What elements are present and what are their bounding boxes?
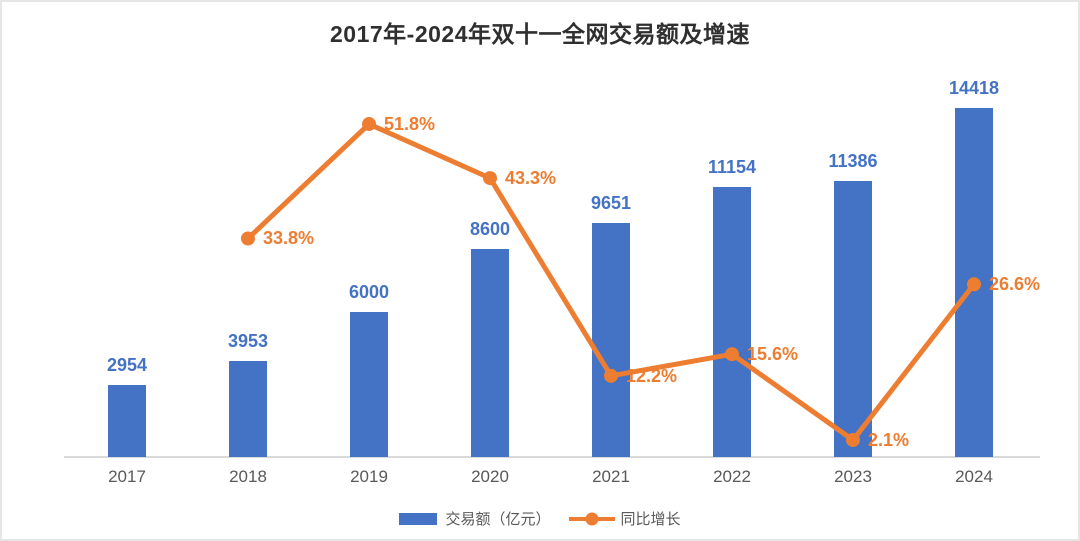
bar-2023 bbox=[834, 181, 872, 457]
x-axis-label-2023: 2023 bbox=[834, 467, 872, 486]
growth-value-label-2021: 12.2% bbox=[626, 365, 678, 386]
x-axis-label-2020: 2020 bbox=[471, 467, 509, 486]
bar-value-label-2022: 11154 bbox=[707, 157, 757, 177]
chart-title: 2017年-2024年双十一全网交易额及增速 bbox=[330, 21, 750, 47]
growth-marker-2020 bbox=[483, 171, 497, 186]
bar-value-label-2017: 2954 bbox=[106, 355, 148, 376]
bar-2024 bbox=[955, 108, 993, 457]
bar-value-label-2024: 14418 bbox=[948, 78, 1000, 98]
bar-2019 bbox=[350, 311, 388, 457]
growth-value-label-2020: 43.3% bbox=[505, 168, 557, 189]
line-series-marker-icon bbox=[568, 512, 615, 525]
x-axis-label-2019: 2019 bbox=[350, 467, 388, 486]
bar-value-label-2023: 11386 bbox=[828, 151, 878, 172]
growth-marker-2019 bbox=[362, 117, 376, 132]
bar-2021 bbox=[592, 223, 630, 457]
x-axis-line bbox=[64, 456, 1040, 458]
legend-volume-label: 交易额（亿元） bbox=[445, 511, 551, 528]
growth-value-label-2022: 15.6% bbox=[747, 344, 799, 365]
bar-value-label-2019: 6000 bbox=[348, 281, 390, 302]
growth-value-label-2023: 2.1% bbox=[868, 430, 910, 451]
legend-growth-label: 同比增长 bbox=[620, 511, 681, 528]
x-axis-label-2021: 2021 bbox=[592, 467, 630, 486]
x-axis-label-2024: 2024 bbox=[955, 467, 993, 486]
x-axis-label-2018: 2018 bbox=[229, 467, 267, 486]
growth-value-label-2019: 51.8% bbox=[384, 114, 436, 135]
growth-value-label-2018: 33.8% bbox=[263, 228, 315, 249]
bar-value-label-2020: 8600 bbox=[469, 218, 511, 239]
bar-2020 bbox=[471, 248, 509, 457]
growth-marker-2018 bbox=[241, 231, 255, 246]
x-axis-label-2017: 2017 bbox=[108, 467, 146, 486]
bar-value-label-2021: 9651 bbox=[590, 193, 632, 214]
legend: 交易额（亿元） 同比增长 bbox=[2, 508, 1078, 529]
x-axis-label-2022: 2022 bbox=[713, 467, 751, 486]
legend-item-volume: 交易额（亿元） bbox=[399, 508, 551, 529]
bar-2018 bbox=[229, 361, 267, 457]
bar-series-swatch-icon bbox=[399, 512, 438, 525]
bar-2022 bbox=[713, 187, 751, 457]
legend-item-growth: 同比增长 bbox=[551, 508, 681, 529]
bar-2017 bbox=[108, 385, 146, 457]
growth-value-label-2024: 26.6% bbox=[989, 274, 1041, 295]
bar-value-label-2018: 3953 bbox=[227, 331, 269, 352]
